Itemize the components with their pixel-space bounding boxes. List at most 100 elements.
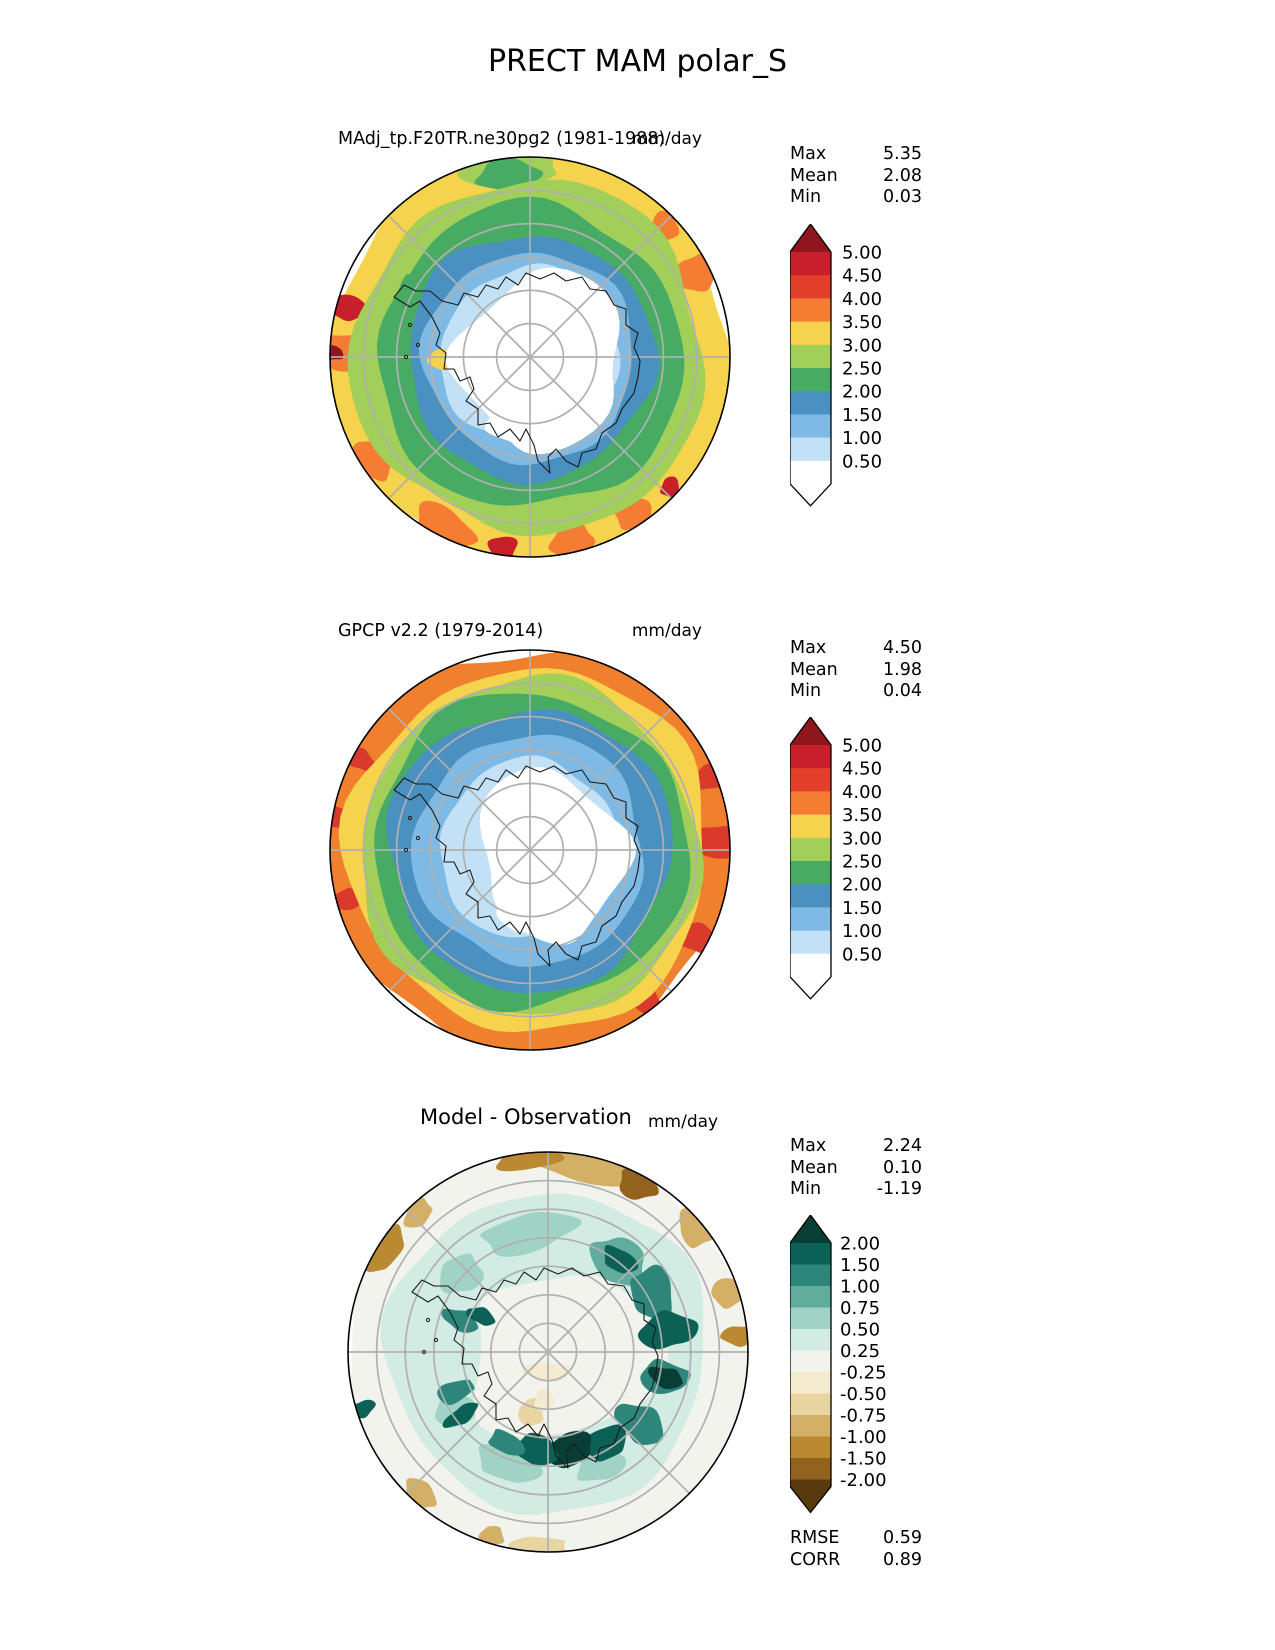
stat-row: Mean 1.98 <box>790 660 922 682</box>
colorbar-band <box>790 768 832 792</box>
colorbar-tick-label: 0.50 <box>840 1320 880 1341</box>
colorbar-tick-label: 1.50 <box>842 898 882 919</box>
units-label: mm/day <box>631 129 702 149</box>
panel-title: MAdj_tp.F20TR.ne30pg2 (1981-1988) <box>338 129 666 149</box>
panel-title: Model - Observation <box>420 1105 632 1129</box>
colorbar-outline <box>790 717 832 1000</box>
stat-value: 2.08 <box>883 165 922 186</box>
colorbar-tick-label: 4.50 <box>842 759 882 780</box>
colorbar-tick-label: 0.50 <box>842 944 882 965</box>
colorbar-band <box>790 814 832 839</box>
colorbar-tick-label: 1.50 <box>840 1255 880 1276</box>
colorbar-tick-label: -1.00 <box>840 1427 887 1448</box>
colorbar-band <box>790 1372 831 1394</box>
stat-value: 0.03 <box>883 187 922 208</box>
stat-value: 2.24 <box>883 1136 922 1156</box>
colorbar-tick-label: 3.50 <box>842 805 882 826</box>
stats-block: Max 5.35 Mean 2.08 Min 0.03 <box>790 144 922 209</box>
stat-label: Max <box>790 1136 827 1156</box>
stat-row: Min -1.19 <box>790 1179 922 1201</box>
colorbar-tick-label: 4.00 <box>842 289 882 310</box>
colorbar-tick-label: -2.00 <box>840 1470 887 1491</box>
colorbar-extend-top <box>790 224 832 252</box>
colorbar-band <box>790 367 832 392</box>
colorbar-tick-label: 1.00 <box>842 428 882 449</box>
units-label: mm/day <box>648 1112 719 1132</box>
island-dot <box>407 322 413 328</box>
colorbar-band <box>790 1286 831 1308</box>
colorbar-2: 2.001.501.000.750.500.25-0.25-0.50-0.75-… <box>790 1215 887 1514</box>
stat-value: 4.50 <box>883 638 922 658</box>
stat-value: 0.59 <box>883 1528 922 1548</box>
colorbar-tick-label: 4.00 <box>842 782 882 803</box>
map-boundary <box>329 649 731 1051</box>
polar-map-2 <box>347 1151 749 1553</box>
stat-value: 0.04 <box>883 681 922 702</box>
colorbar-extend-bottom <box>790 953 832 977</box>
colorbar-tick-label: 2.00 <box>840 1234 880 1255</box>
colorbar-extend-bottom <box>790 976 832 999</box>
colorbar-tick-label: 3.50 <box>842 312 882 333</box>
colorbar-tick-label: 1.00 <box>840 1277 880 1298</box>
colorbar-band <box>790 1350 831 1373</box>
stat-value: 0.89 <box>883 1549 922 1570</box>
colorbar-tick-label: -0.50 <box>840 1384 887 1405</box>
map-field <box>348 1152 748 1552</box>
colorbar-tick-label: 1.50 <box>842 405 882 426</box>
colorbar-band <box>790 275 832 299</box>
stat-row: CORR 0.89 <box>790 1550 922 1572</box>
stat-row: Max 2.24 <box>790 1136 922 1158</box>
map-field <box>330 157 730 557</box>
stat-value: -1.19 <box>876 1179 922 1200</box>
stat-label: CORR <box>790 1549 841 1570</box>
colorbar-extend-top <box>790 1215 831 1243</box>
colorbar-band <box>790 251 832 276</box>
colorbar-tick-label: 2.00 <box>842 382 882 403</box>
map-boundary <box>329 156 731 558</box>
score-block: RMSE 0.59 CORR 0.89 <box>790 1528 922 1571</box>
stat-value: 0.10 <box>883 1157 922 1178</box>
island-dot <box>421 1349 427 1355</box>
colorbar-tick-label: 3.00 <box>842 828 882 849</box>
stat-row: Mean 0.10 <box>790 1158 922 1180</box>
stat-label: Mean <box>790 1157 838 1178</box>
stat-row: Min 0.03 <box>790 187 922 209</box>
antarctica-coastline <box>411 1267 659 1469</box>
colorbar-band <box>790 344 832 369</box>
stat-row: Mean 2.08 <box>790 166 922 188</box>
colorbar-band <box>790 837 832 862</box>
colorbar-band <box>790 744 832 769</box>
stats-block: Max 4.50 Mean 1.98 Min 0.04 <box>790 638 922 703</box>
colorbar-band <box>790 1329 831 1351</box>
colorbar-outline <box>790 1215 832 1514</box>
colorbar-extend-bottom <box>790 483 832 506</box>
graticule-meridian <box>405 1209 691 1495</box>
colorbar-tick-label: 0.25 <box>840 1341 880 1362</box>
island-dot <box>433 1337 439 1343</box>
colorbar-1: 5.00 4.504.003.503.002.50 2.001.501.000.50 <box>790 717 882 1000</box>
colorbar-extend-bottom <box>790 1479 831 1487</box>
colorbar-tick-label: 2.00 <box>842 875 882 896</box>
colorbar-extend-bottom <box>790 1486 831 1513</box>
graticule-meridian <box>387 214 673 500</box>
polar-map-0 <box>329 156 731 558</box>
colorbar-extend-bottom <box>790 460 832 484</box>
colorbar-tick-label: 2.50 <box>842 851 882 872</box>
stat-label: Min <box>790 1179 822 1200</box>
colorbar-band <box>790 1243 831 1265</box>
stat-value: 5.35 <box>883 144 922 164</box>
colorbar-band <box>790 1458 831 1480</box>
stat-label: Max <box>790 144 827 164</box>
colorbar-band <box>790 884 832 908</box>
stat-row: Max 4.50 <box>790 638 922 660</box>
colorbar-tick-label: 1.00 <box>842 921 882 942</box>
stat-label: Mean <box>790 659 838 680</box>
colorbar-tick-label: 2.50 <box>842 358 882 379</box>
colorbar-tick-label: 4.50 <box>842 266 882 287</box>
colorbar-band <box>790 1415 831 1437</box>
island-dot <box>415 835 421 841</box>
stat-label: Min <box>790 681 822 702</box>
colorbar-band <box>790 1393 831 1416</box>
colorbar-band <box>790 437 832 462</box>
